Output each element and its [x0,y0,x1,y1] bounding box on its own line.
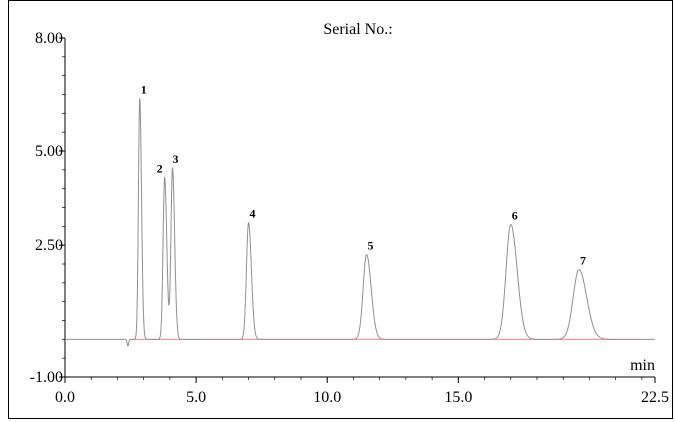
x-tick-label-1: 5.0 [186,389,206,406]
peak-label-6: 6 [512,208,518,222]
x-tick-label-2: 10.0 [313,389,341,406]
y-tick-label-2: 2.50 [35,237,63,254]
axis-ticks: 8.00 5.00 2.50 -1.00 0.0 5.0 10.0 15.0 22.5 [30,30,669,406]
y-tick-label-1: 5.00 [35,143,63,160]
chart-title: Serial No.: [323,21,392,38]
trace-group [64,97,656,347]
x-tick-label-0: 0.0 [55,389,75,406]
chromatogram-trace [64,97,656,347]
peak-label-7: 7 [580,254,586,268]
x-axis-label: min [630,357,655,374]
chart-frame [8,0,673,419]
peak-label-4: 4 [250,207,256,221]
peak-label-2: 2 [157,161,163,175]
y-tick-label-3: -1.00 [30,369,63,386]
y-tick-label-0: 8.00 [35,30,63,47]
x-tick-label-4: 22.5 [641,389,669,406]
peak-label-5: 5 [368,239,374,253]
x-tick-label-3: 15.0 [444,389,472,406]
peak-label-3: 3 [173,152,179,166]
peak-label-1: 1 [141,82,147,96]
